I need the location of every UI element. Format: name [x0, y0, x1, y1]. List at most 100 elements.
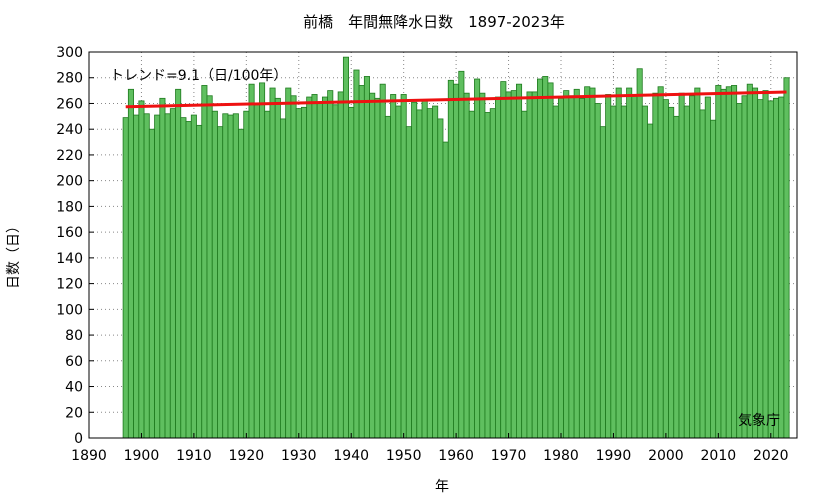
bar-1915: [217, 126, 224, 439]
bar-1898: [127, 88, 134, 439]
bar-1939: [342, 56, 349, 439]
x-tick-label: 2000: [648, 448, 684, 464]
bar-1916: [222, 113, 229, 439]
bar-1917: [227, 114, 234, 439]
bar-1913: [206, 95, 213, 439]
bar-1912: [201, 85, 208, 439]
bar-1977: [542, 76, 549, 439]
bar-2005: [689, 95, 696, 439]
bar-1944: [369, 92, 376, 439]
bar-1992: [620, 105, 627, 439]
bar-1942: [358, 85, 365, 439]
bar-1961: [458, 70, 465, 439]
source-label: 気象庁: [738, 413, 780, 429]
bar-1967: [489, 108, 496, 439]
bar-1970: [505, 91, 512, 439]
bar-1952: [411, 101, 418, 439]
bar-1907: [175, 88, 182, 439]
y-tick-label: 80: [65, 328, 83, 344]
bar-1904: [159, 97, 166, 439]
bar-1910: [190, 114, 197, 439]
bar-1993: [626, 87, 633, 439]
bar-1951: [405, 126, 412, 439]
bar-1899: [133, 114, 140, 439]
bar-1914: [211, 110, 218, 439]
bar-1974: [526, 91, 533, 439]
bar-1928: [285, 87, 292, 439]
bar-2010: [715, 85, 722, 439]
bar-1900: [138, 100, 145, 439]
bar-1979: [552, 105, 559, 439]
bar-1938: [337, 91, 344, 439]
bar-1963: [468, 110, 475, 439]
bar-1931: [300, 106, 308, 439]
bar-1903: [154, 114, 161, 439]
bar-1975: [531, 91, 538, 439]
bar-1906: [169, 108, 176, 439]
bar-2018: [757, 99, 764, 439]
bar-1946: [379, 83, 386, 439]
bar-2003: [678, 92, 685, 439]
x-axis-ticks: 1890 1900 1910 1920 1930 1940 1950 1960 1970 1980…: [71, 433, 789, 464]
bar-1959: [447, 79, 454, 439]
bar-1966: [484, 112, 491, 439]
bar-2021: [773, 97, 780, 439]
x-tick-label: 1900: [124, 448, 160, 464]
bar-1943: [363, 76, 370, 439]
bar-2004: [683, 105, 690, 439]
bar-1971: [510, 90, 517, 439]
bar-1947: [384, 115, 391, 439]
bar-1962: [463, 92, 470, 439]
trend-line: [125, 90, 787, 109]
bar-1948: [390, 94, 397, 439]
y-tick-label: 40: [65, 380, 83, 396]
bar-1918: [232, 113, 239, 439]
bar-2022: [778, 96, 785, 439]
bar-1908: [180, 117, 187, 439]
x-tick-label: 1910: [176, 448, 212, 464]
bar-1927: [280, 118, 287, 439]
x-axis-label: 年: [435, 479, 449, 495]
bar-1950: [400, 94, 407, 439]
bar-1949: [395, 105, 402, 439]
bar-1982: [568, 95, 575, 439]
bar-2001: [668, 106, 675, 439]
plot-frame: [88, 51, 798, 439]
bar-1911: [196, 124, 203, 439]
y-tick-label: 240: [56, 122, 83, 138]
bar-1936: [327, 90, 334, 439]
bar-1987: [594, 103, 601, 439]
bar-1902: [148, 128, 155, 439]
bar-1995: [636, 68, 643, 439]
chart-title: 前橋 年間無降水日数 1897-2023年: [303, 13, 565, 31]
bar-1941: [353, 69, 360, 439]
bar-1905: [164, 113, 171, 439]
x-tick-label: 1980: [543, 448, 579, 464]
y-tick-label: 160: [56, 225, 83, 241]
bar-1958: [442, 141, 449, 439]
bar-1980: [557, 97, 565, 439]
bar-1998: [652, 92, 659, 439]
y-axis-ticks: 0 20 40 60 80 100 120 140 160 180 200 220 240 260 280 3…: [56, 45, 94, 447]
bar-2019: [762, 90, 769, 439]
bar-1985: [584, 86, 591, 439]
y-tick-label: 60: [65, 354, 83, 370]
bar-1935: [321, 96, 329, 439]
x-tick-label: 1920: [229, 448, 265, 464]
y-tick-label: 200: [56, 174, 83, 190]
bar-1953: [416, 109, 423, 439]
bar-1978: [547, 82, 554, 439]
bar-1994: [631, 95, 638, 439]
bar-1968: [495, 96, 502, 439]
bar-1901: [143, 113, 150, 439]
bar-1919: [238, 128, 245, 439]
x-tick-label: 1950: [386, 448, 422, 464]
bar-2014: [736, 103, 743, 439]
bar-1990: [610, 105, 617, 439]
bar-1937: [332, 104, 339, 439]
bar-1924: [264, 110, 271, 439]
bar-2008: [704, 96, 711, 439]
bar-1954: [421, 100, 428, 439]
bar-1940: [348, 106, 355, 439]
x-tick-label: 1970: [491, 448, 527, 464]
